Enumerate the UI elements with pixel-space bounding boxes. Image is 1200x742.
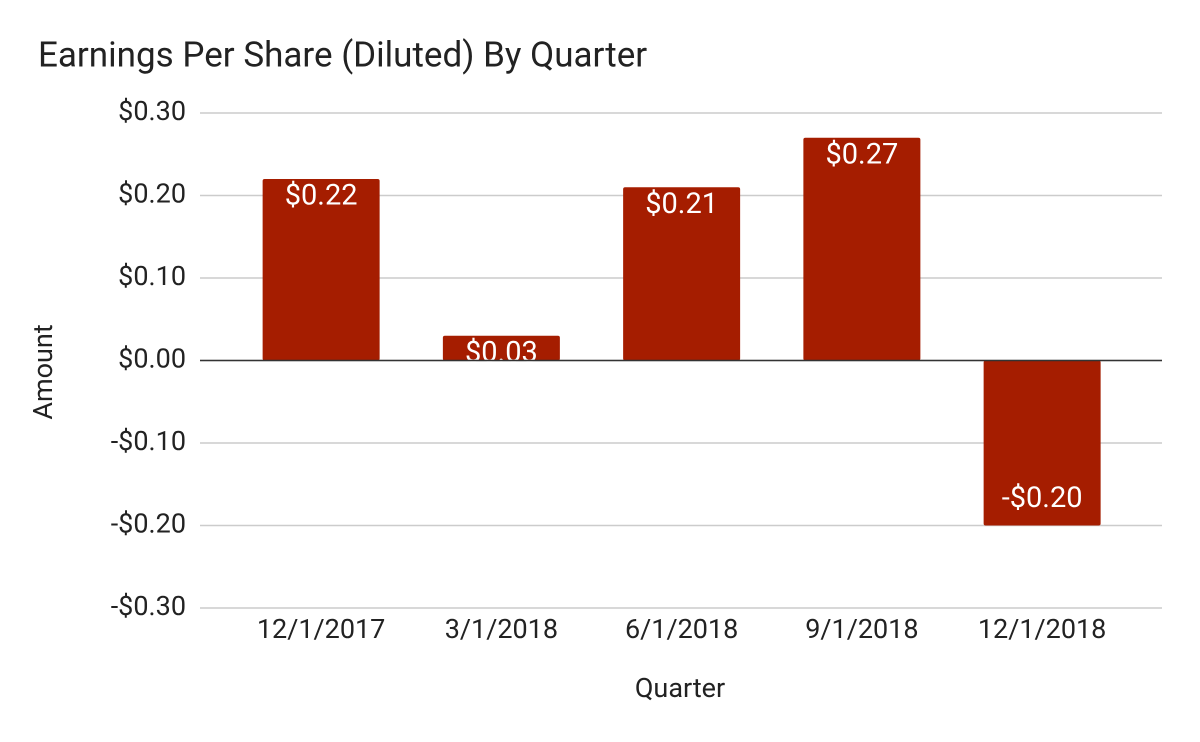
y-axis-title: Amount: [27, 324, 59, 419]
bar: [262, 179, 380, 361]
bar: [623, 187, 741, 361]
x-tick-label: 6/1/2018: [625, 613, 738, 645]
y-tick-label: -$0.20: [111, 508, 186, 540]
x-tick-label: 3/1/2018: [445, 613, 558, 645]
data-label: $0.22: [285, 179, 358, 213]
y-tick-label: -$0.10: [111, 425, 186, 457]
y-tick-label: $0.10: [118, 260, 186, 292]
data-label: -$0.20: [1002, 481, 1083, 515]
bar: [983, 360, 1101, 526]
data-label: $0.27: [825, 137, 898, 171]
x-tick-label: 12/1/2018: [978, 613, 1107, 645]
x-tick-label: 12/1/2017: [257, 613, 386, 645]
data-label: $0.03: [465, 335, 538, 369]
chart-title: Earnings Per Share (Diluted) By Quarter: [38, 34, 647, 75]
y-tick-label: $0.00: [118, 343, 186, 375]
data-label: $0.21: [645, 187, 718, 221]
y-tick-label: -$0.30: [111, 590, 186, 622]
bar: [803, 137, 921, 361]
y-tick-label: $0.30: [118, 95, 186, 127]
bar: [442, 335, 560, 361]
y-tick-label: $0.20: [118, 178, 186, 210]
x-axis-title: Quarter: [635, 672, 725, 704]
x-tick-label: 9/1/2018: [805, 613, 918, 645]
